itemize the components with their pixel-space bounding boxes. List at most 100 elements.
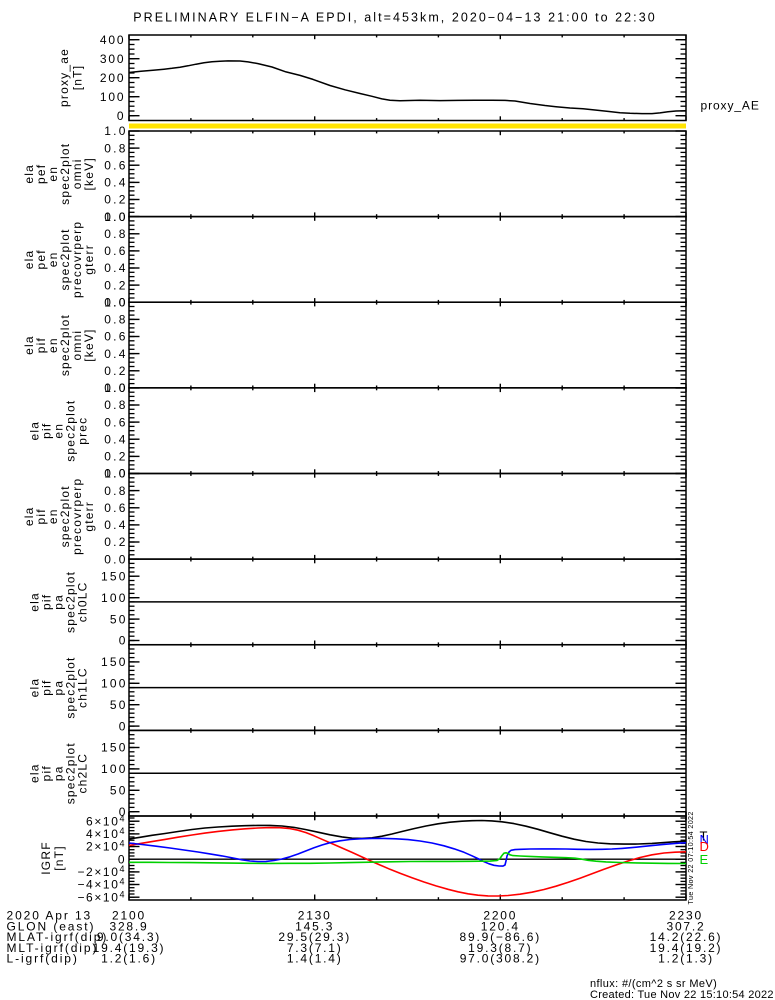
svg-text:50: 50: [110, 612, 128, 626]
svg-text:0.6: 0.6: [104, 158, 127, 172]
svg-text:19.4(19.3): 19.4(19.3): [93, 941, 166, 955]
svg-text:ela: ela: [28, 421, 42, 441]
svg-text:en: en: [46, 337, 60, 353]
svg-text:1.2(1.3): 1.2(1.3): [658, 952, 714, 966]
svg-text:1.0: 1.0: [104, 295, 127, 309]
svg-text:prec: prec: [76, 417, 90, 445]
svg-text:en: en: [46, 166, 60, 182]
svg-text:ch1LC: ch1LC: [76, 667, 90, 708]
svg-text:omni: omni: [70, 158, 84, 189]
svg-text:2020 Apr 13: 2020 Apr 13: [7, 909, 93, 923]
svg-text:150: 150: [101, 655, 128, 669]
svg-text:en: en: [46, 252, 60, 268]
svg-text:0.2: 0.2: [104, 535, 127, 549]
svg-text:1.0: 1.0: [104, 381, 127, 395]
svg-text:precovrperp: precovrperp: [70, 221, 84, 298]
svg-text:6×104: 6×104: [86, 813, 126, 828]
svg-text:1.0: 1.0: [104, 124, 127, 138]
svg-text:89.9(−86.6): 89.9(−86.6): [460, 930, 542, 944]
svg-text:0.8: 0.8: [104, 313, 127, 327]
svg-text:0: 0: [119, 634, 128, 648]
svg-text:2100: 2100: [112, 909, 146, 923]
svg-text:0.0: 0.0: [104, 552, 127, 566]
svg-text:pa: pa: [52, 765, 66, 781]
svg-text:0.4: 0.4: [104, 432, 127, 446]
svg-text:0.4: 0.4: [104, 518, 127, 532]
svg-text:MLT-igrf(dip): MLT-igrf(dip): [7, 941, 99, 955]
svg-text:proxy_AE: proxy_AE: [701, 99, 760, 113]
svg-text:PRELIMINARY ELFIN−A EPDI, alt=: PRELIMINARY ELFIN−A EPDI, alt=453km, 202…: [133, 11, 656, 25]
svg-text:1.2(1.6): 1.2(1.6): [101, 952, 157, 966]
svg-text:19.4(19.2): 19.4(19.2): [650, 941, 723, 955]
svg-text:2230: 2230: [669, 909, 703, 923]
svg-text:MLAT-igrf(dip): MLAT-igrf(dip): [7, 930, 109, 944]
svg-text:spec2plot: spec2plot: [64, 742, 78, 804]
svg-text:pif: pif: [40, 594, 54, 610]
svg-text:4×104: 4×104: [86, 826, 126, 841]
svg-text:proxy_ae: proxy_ae: [57, 48, 71, 107]
svg-text:spec2plot: spec2plot: [58, 143, 72, 205]
svg-text:nflux: #/(cm^2 s sr MeV): nflux: #/(cm^2 s sr MeV): [590, 978, 717, 990]
svg-text:100: 100: [101, 591, 128, 605]
svg-text:100: 100: [101, 762, 128, 776]
svg-text:D: D: [700, 839, 709, 854]
svg-text:0.4: 0.4: [104, 347, 127, 361]
svg-text:Tue Nov 22 07:10:54 2022: Tue Nov 22 07:10:54 2022: [686, 811, 695, 904]
svg-text:−6×104: −6×104: [77, 889, 126, 904]
svg-text:0.0: 0.0: [104, 467, 127, 481]
svg-text:spec2plot: spec2plot: [64, 571, 78, 633]
svg-text:0.0: 0.0: [104, 295, 127, 309]
svg-text:spec2plot: spec2plot: [58, 314, 72, 376]
svg-text:spec2plot: spec2plot: [64, 657, 78, 719]
svg-text:0.8: 0.8: [104, 141, 127, 155]
svg-text:0.6: 0.6: [104, 501, 127, 515]
svg-text:ela: ela: [28, 763, 42, 783]
svg-text:pif: pif: [40, 765, 54, 781]
svg-text:[keV]: [keV]: [82, 328, 96, 361]
svg-text:300: 300: [100, 52, 125, 66]
svg-text:0: 0: [119, 719, 128, 733]
svg-text:9.0(34.3): 9.0(34.3): [97, 930, 161, 944]
svg-text:pa: pa: [52, 594, 66, 610]
svg-text:precovrperp: precovrperp: [70, 478, 84, 555]
svg-text:0.4: 0.4: [104, 261, 127, 275]
svg-text:−4×104: −4×104: [77, 877, 126, 892]
svg-text:29.5(29.3): 29.5(29.3): [278, 930, 351, 944]
svg-text:spec2plot: spec2plot: [58, 485, 72, 547]
svg-text:[keV]: [keV]: [82, 157, 96, 190]
svg-text:0.8: 0.8: [104, 227, 127, 241]
svg-text:0.2: 0.2: [104, 364, 127, 378]
svg-text:2130: 2130: [298, 909, 332, 923]
svg-text:0.6: 0.6: [104, 330, 127, 344]
svg-text:GLON (east): GLON (east): [7, 919, 96, 933]
svg-text:pif: pif: [34, 337, 48, 353]
svg-text:307.2: 307.2: [666, 919, 705, 933]
svg-text:ch2LC: ch2LC: [76, 753, 90, 794]
svg-text:50: 50: [110, 698, 128, 712]
svg-text:ela: ela: [28, 678, 42, 698]
svg-text:0: 0: [117, 109, 125, 123]
svg-text:1.0: 1.0: [104, 467, 127, 481]
svg-text:50: 50: [110, 784, 128, 798]
svg-text:0.0: 0.0: [104, 210, 127, 224]
svg-text:ch0LC: ch0LC: [76, 582, 90, 623]
svg-text:gterr: gterr: [82, 244, 96, 275]
svg-text:7.3(7.1): 7.3(7.1): [287, 941, 343, 955]
svg-text:2200: 2200: [483, 909, 517, 923]
svg-text:100: 100: [101, 677, 128, 691]
svg-text:1.0: 1.0: [104, 210, 127, 224]
svg-text:150: 150: [101, 570, 128, 584]
svg-text:ela: ela: [28, 592, 42, 612]
svg-text:ela: ela: [22, 164, 36, 184]
svg-text:19.3(8.7): 19.3(8.7): [468, 941, 532, 955]
svg-text:0.8: 0.8: [104, 398, 127, 412]
svg-text:spec2plot: spec2plot: [64, 400, 78, 462]
svg-text:T: T: [700, 828, 708, 843]
svg-text:pef: pef: [34, 249, 48, 269]
svg-text:14.2(22.6): 14.2(22.6): [650, 930, 723, 944]
svg-text:0.6: 0.6: [104, 415, 127, 429]
svg-text:−2×104: −2×104: [77, 864, 126, 879]
svg-text:145.3: 145.3: [295, 919, 334, 933]
svg-text:0.2: 0.2: [104, 193, 127, 207]
svg-text:0.4: 0.4: [104, 176, 127, 190]
